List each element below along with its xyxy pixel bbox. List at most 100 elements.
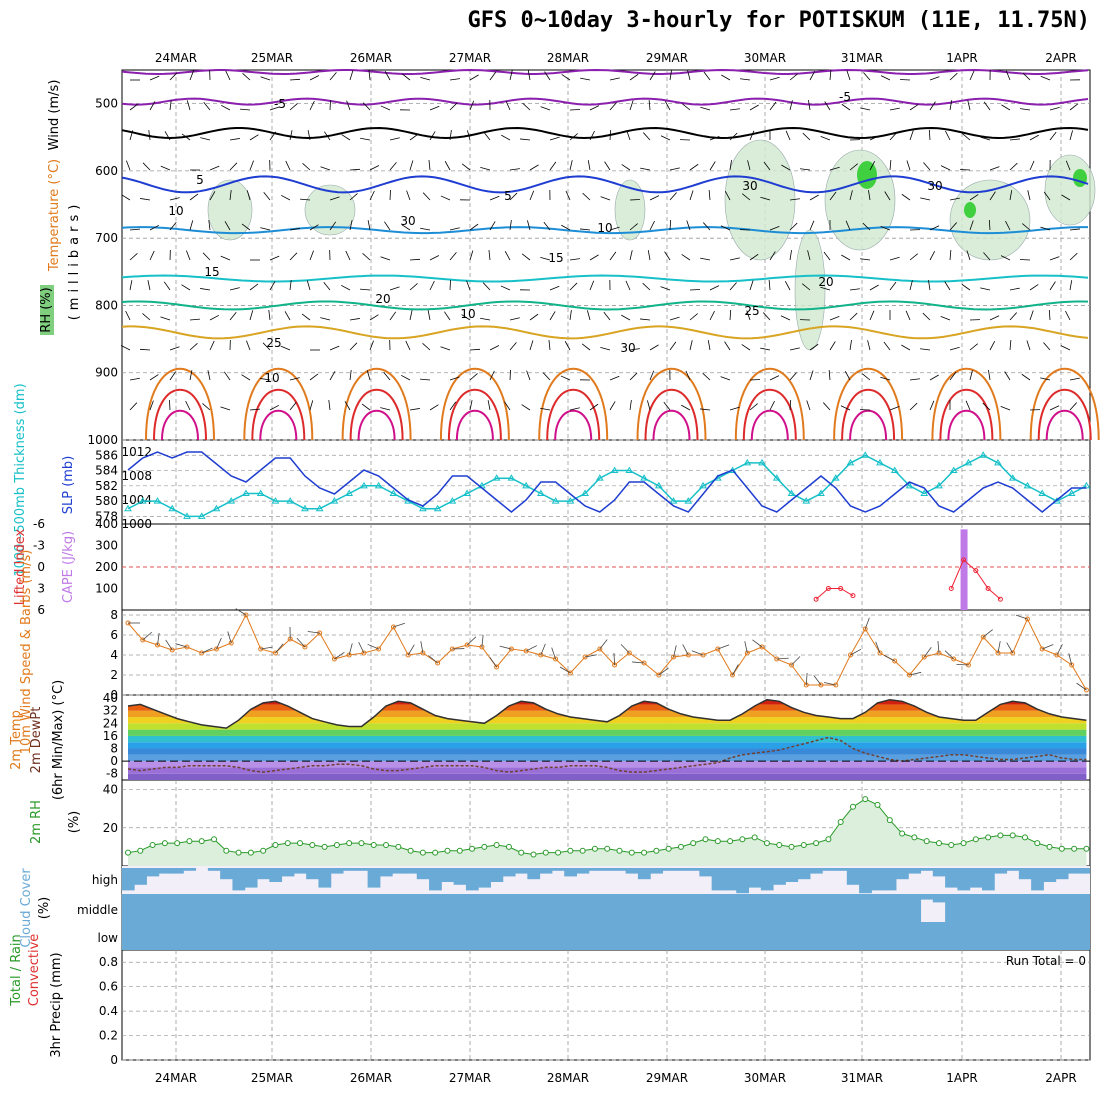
wind-barb xyxy=(609,375,620,381)
wind-barb xyxy=(540,643,546,656)
rh-point xyxy=(800,841,807,848)
wind-barb xyxy=(307,631,320,634)
cloud-bar-middle xyxy=(625,894,639,922)
wind-barb xyxy=(789,100,793,111)
wind-barb xyxy=(1069,228,1080,231)
wind-barb xyxy=(340,284,351,291)
thickness-point xyxy=(536,489,545,496)
rh-point xyxy=(997,832,1004,839)
wind-barb xyxy=(681,254,691,261)
wind-barb xyxy=(749,104,759,111)
diurnal-isotherm xyxy=(841,388,896,441)
rh-contour xyxy=(304,184,356,236)
wind-barb xyxy=(663,401,671,411)
wind-barb xyxy=(717,644,730,650)
rh-contour xyxy=(824,149,896,251)
wind-barb xyxy=(401,73,411,81)
wind-barb xyxy=(587,160,591,171)
thickness-point xyxy=(595,474,604,481)
rh-point xyxy=(591,845,598,852)
wind-barb xyxy=(791,656,801,666)
wind-tick: 4 xyxy=(110,648,118,662)
wind-barb xyxy=(1004,371,1011,381)
wind-barb xyxy=(163,281,171,291)
rh-point xyxy=(346,840,353,847)
cloud-bar-middle xyxy=(723,894,737,922)
wind-barb xyxy=(609,401,616,411)
wind-barb xyxy=(1022,72,1031,81)
cloud-bar-low xyxy=(613,922,627,950)
wind-barb xyxy=(449,376,460,381)
wind-barb xyxy=(909,280,913,291)
wind-barb xyxy=(681,404,691,411)
wind-barb xyxy=(526,370,531,381)
axis-label-convective: Convective xyxy=(27,934,42,1007)
wind-speed-point xyxy=(169,647,175,653)
cloud-bar-high xyxy=(846,868,860,885)
wind-barb xyxy=(409,408,420,411)
diurnal-isotherm xyxy=(742,388,797,441)
wind-barb xyxy=(309,373,319,381)
cloud-bar-high xyxy=(564,868,577,877)
wind-barb xyxy=(549,311,556,321)
wind-barb xyxy=(440,195,451,201)
date-label-bottom: 30MAR xyxy=(744,1071,786,1085)
rh-point xyxy=(874,801,881,808)
date-label-bottom: 24MAR xyxy=(155,1071,197,1085)
thickness-point xyxy=(183,512,191,519)
rh-point xyxy=(714,838,721,845)
wind-speed-point xyxy=(272,650,278,656)
wind-barb xyxy=(805,673,808,686)
wind-barb xyxy=(289,78,301,81)
rh-point xyxy=(383,841,390,848)
wind-barb xyxy=(642,282,651,291)
wind-barb xyxy=(246,340,251,351)
wind-barb xyxy=(1027,190,1031,201)
cloud-bar-high xyxy=(232,868,246,891)
diurnal-isotherm xyxy=(259,409,298,441)
cloud-bar-middle xyxy=(416,894,430,922)
cloud-bar-low xyxy=(871,922,885,950)
wind-barb xyxy=(383,371,391,381)
isotherm-line xyxy=(121,274,1089,283)
cloud-bar-middle xyxy=(859,894,872,922)
rh-point xyxy=(1046,843,1053,850)
contour-label: 15 xyxy=(548,251,563,265)
cloud-bar-high xyxy=(1006,868,1020,871)
wind-speed-point xyxy=(405,652,411,658)
thickness-point xyxy=(920,489,929,496)
date-label-top: 31MAR xyxy=(841,51,883,65)
wind-barb xyxy=(280,345,291,351)
wind-barb xyxy=(626,130,631,141)
cloud-bar-high xyxy=(674,868,688,871)
wind-barb xyxy=(329,196,340,201)
cloud-bar-low xyxy=(1067,922,1081,950)
wind-barb xyxy=(561,224,571,231)
wind-barb xyxy=(289,103,298,111)
rh-point xyxy=(849,803,856,810)
cloud-bar-high xyxy=(379,868,393,877)
wind-barb xyxy=(589,254,599,261)
wind-barb xyxy=(863,72,871,81)
rh-point xyxy=(677,843,684,850)
wind-barb xyxy=(362,102,371,111)
cloud-bar-high xyxy=(736,868,750,894)
wind-barb xyxy=(809,220,815,231)
cloud-bar-high xyxy=(908,868,922,874)
wind-barb xyxy=(1029,160,1035,171)
cloud-bar-low xyxy=(1080,922,1090,950)
thickness-point xyxy=(743,458,752,466)
wind-barb xyxy=(1069,103,1079,111)
pressure-tick: 900 xyxy=(95,366,118,380)
rh-point xyxy=(751,834,758,841)
cloud-bar-low xyxy=(699,922,713,950)
wind-barb xyxy=(521,404,531,411)
rh-point xyxy=(456,847,463,854)
cloud-bar-low xyxy=(195,922,209,950)
date-label-top: 28MAR xyxy=(547,51,589,65)
date-label-top: 27MAR xyxy=(449,51,491,65)
temp-tick: -8 xyxy=(106,767,118,781)
thickness-tick: 584 xyxy=(95,464,118,478)
wind-barb xyxy=(721,74,731,81)
wind-barb xyxy=(559,666,571,674)
